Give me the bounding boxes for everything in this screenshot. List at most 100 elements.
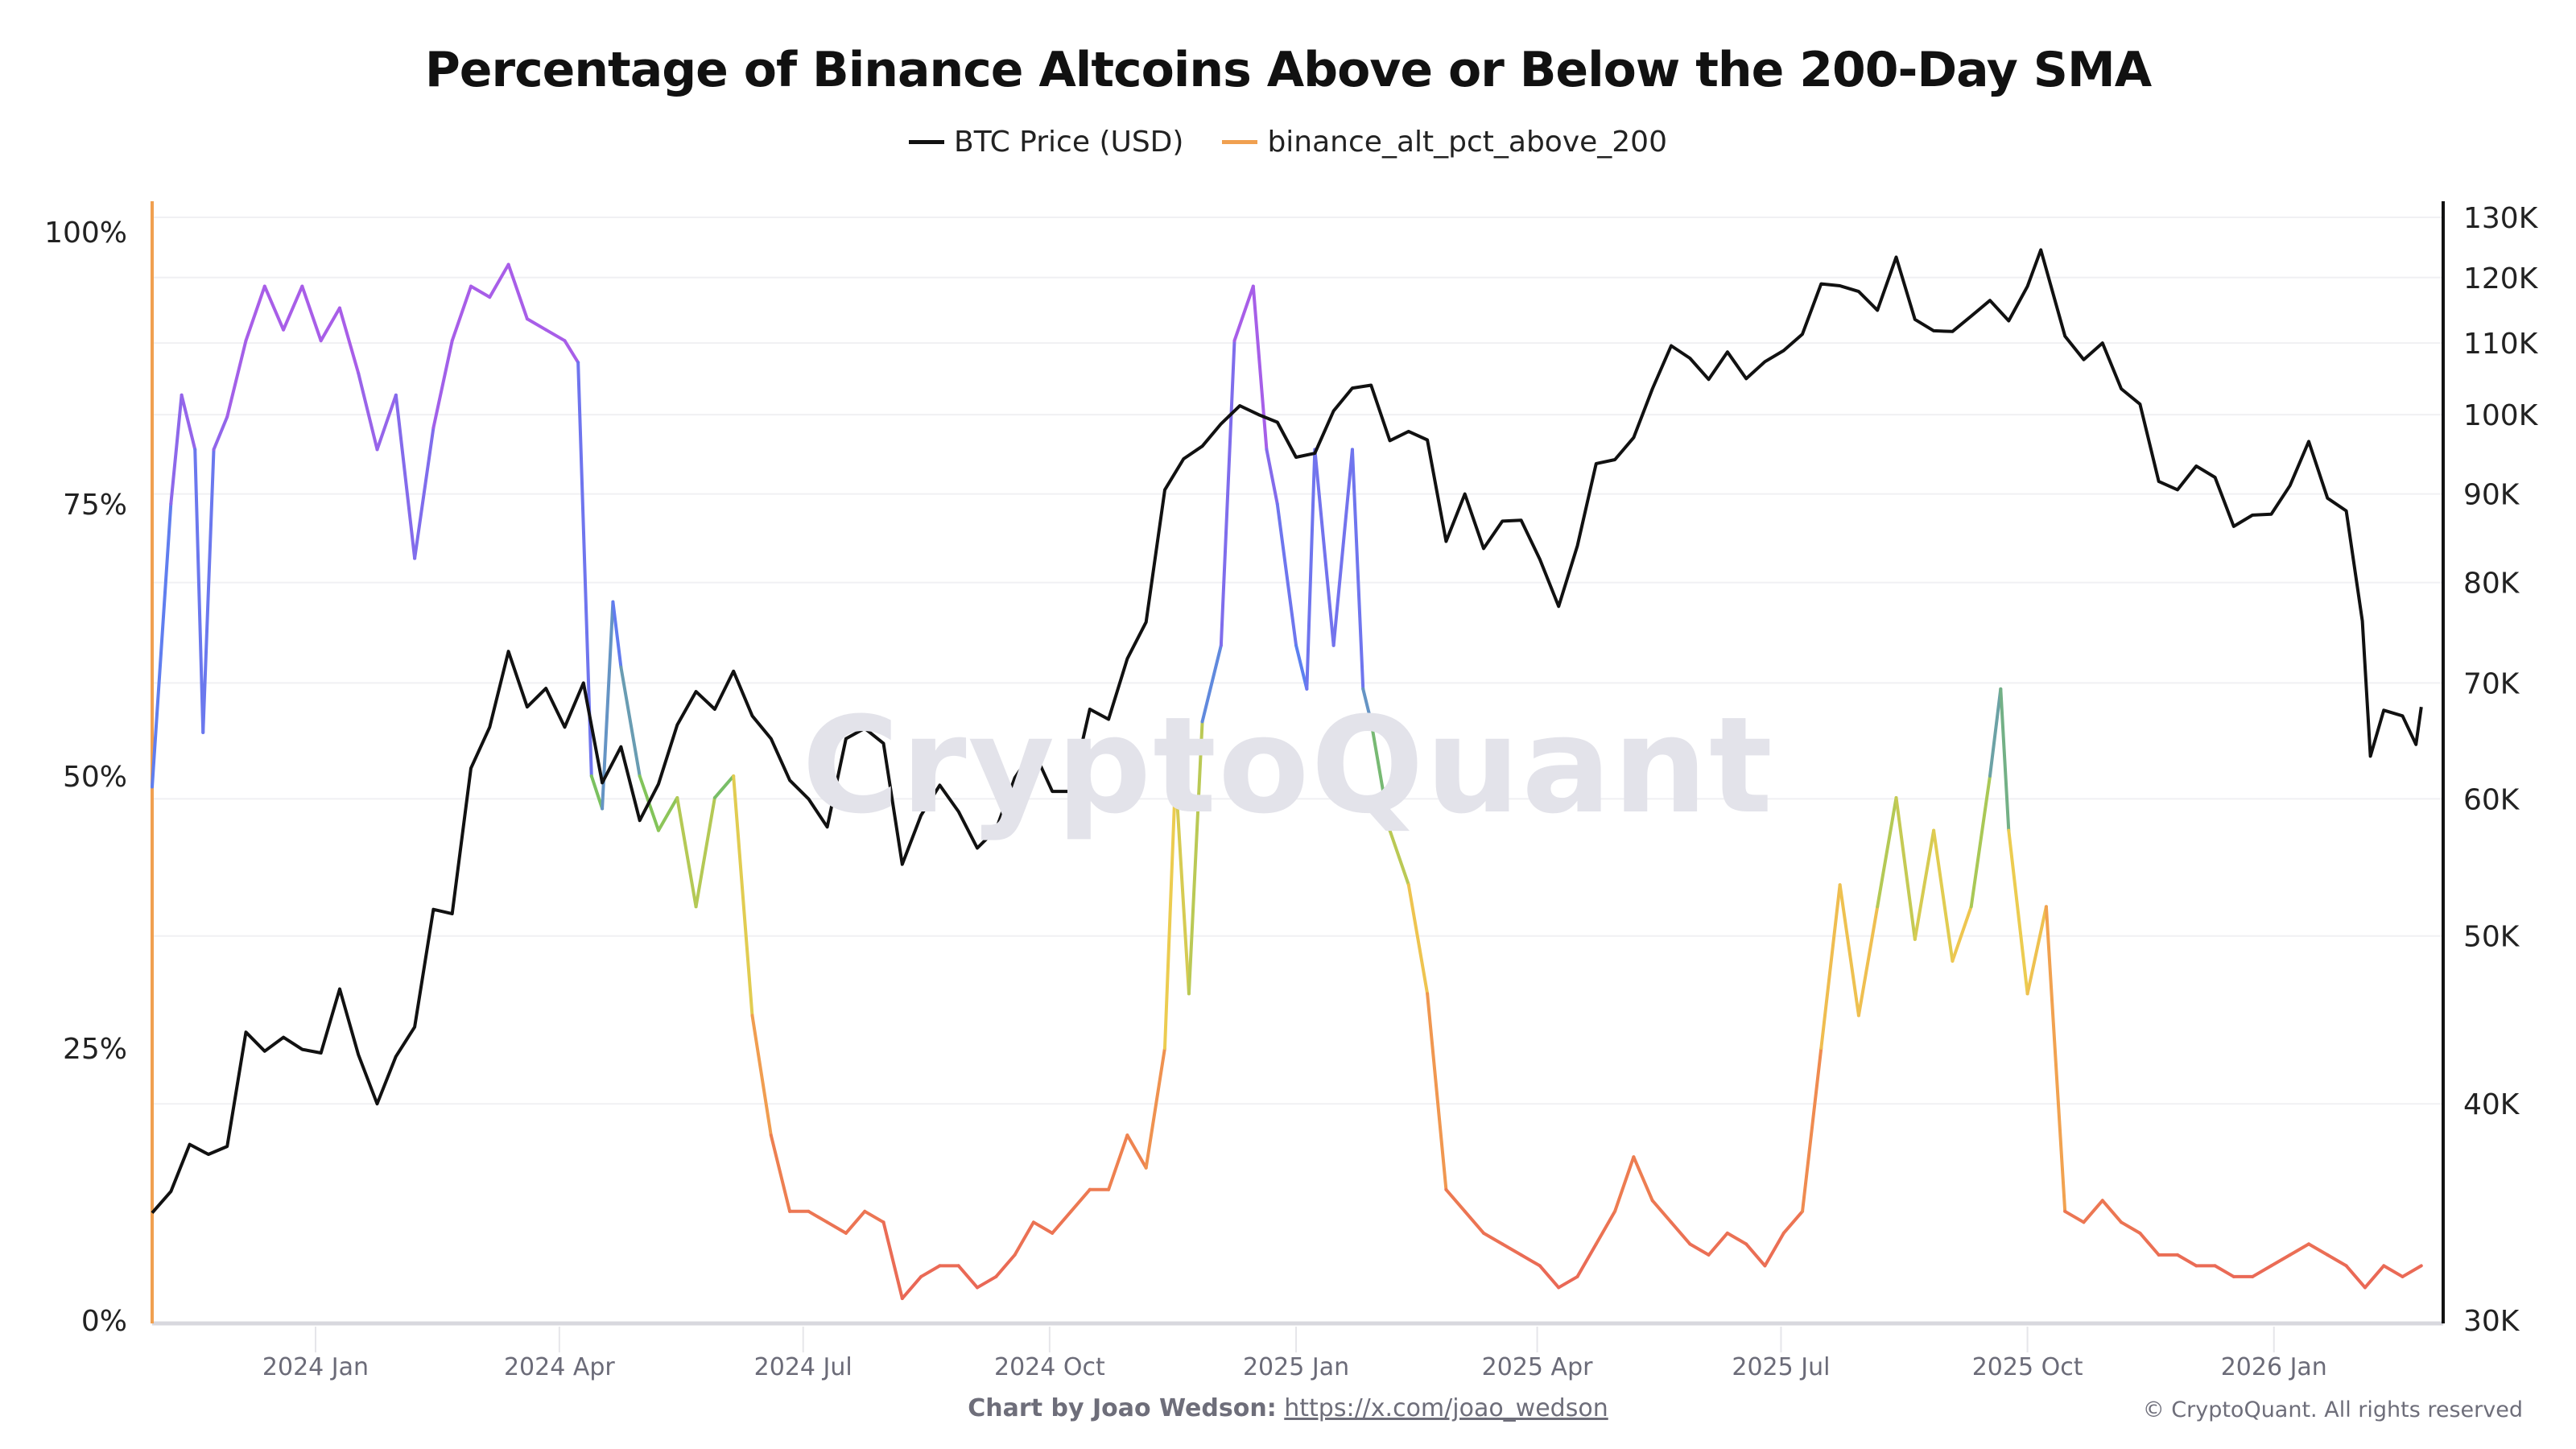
left-axis-tick-label: 0% [81,1305,127,1338]
alt-pct-segment [1988,687,2003,778]
x-axis-tick-label: 2025 Oct [1972,1353,2083,1381]
right-axis-tick-label: 70K [2463,667,2520,700]
legend-item-btc[interactable]: BTC Price (USD) [909,126,1183,159]
x-axis-tick-label: 2024 Jan [262,1353,369,1381]
alt-pct-segment [544,328,567,343]
alt-pct-segment [1632,1155,1654,1203]
alt-pct-segment [2269,1253,2292,1268]
legend: BTC Price (USD) binance_alt_pct_above_20… [0,126,2576,159]
alt-pct-segment [1999,687,2011,832]
alt-pct-segment [1781,1209,1805,1235]
alt-pct-segment [1388,828,1410,887]
legend-item-alt-pct[interactable]: binance_alt_pct_above_200 [1222,126,1667,159]
alt-pct-segment [712,774,736,800]
alt-pct-segment [169,393,184,506]
alt-pct-segment [1426,992,1448,1191]
alt-pct-segment [976,1274,998,1290]
right-axis-tick-label: 80K [2463,568,2520,601]
alt-pct-segment [488,262,510,299]
alt-pct-segment [1350,448,1365,691]
alt-pct-segment [1801,1046,1823,1213]
alt-pct-segment [413,426,436,560]
right-axis-tick-label: 130K [2463,202,2539,235]
alt-pct-segment [300,284,323,343]
right-axis-tick-label: 90K [2463,479,2520,512]
alt-pct-segment [469,284,492,299]
alt-pct-segment [244,284,266,343]
alt-pct-segment [1856,905,1880,1018]
alt-pct-segment [1125,1133,1148,1170]
alt-pct-segment [1969,774,1992,909]
alt-pct-segment [212,415,229,452]
alt-pct-segment [1013,1220,1035,1257]
alt-pct-segment [375,393,398,452]
alt-pct-series [150,262,2423,1300]
alt-pct-segment [1144,1046,1166,1170]
alt-pct-segment [2213,1264,2235,1278]
alt-pct-segment [1219,339,1236,647]
alt-pct-segment [2025,905,2048,996]
alt-pct-segment [1265,448,1279,506]
alt-pct-segment [611,600,623,669]
alt-pct-segment [601,600,615,811]
alt-pct-segment [881,1220,904,1300]
alt-pct-segment [2120,1220,2142,1235]
alt-pct-segment [956,1264,980,1290]
copyright-notice: © CryptoQuant. All rights reserved [2142,1397,2523,1422]
alt-pct-segment [2344,1264,2367,1290]
alt-pct-segment [2138,1231,2161,1257]
alt-pct-segment [1482,1231,1505,1246]
alt-pct-segment [2100,1199,2124,1224]
alt-pct-segment [319,306,341,343]
alt-pct-segment [900,1274,923,1300]
right-axis-tick-label: 110K [2463,328,2539,361]
left-axis-tick-label: 50% [63,761,127,794]
alt-pct-segment [262,284,286,332]
alt-pct-segment [1876,796,1898,909]
tick-labels: 30K 40K 50K 60K 70K 80K 90K 100K 110K 120K 130K 0% 2… [44,202,2539,1381]
right-axis-tick-label: 100K [2463,399,2539,432]
alt-pct-segment [2326,1253,2348,1268]
alt-pct-segment [1650,1199,1673,1224]
alt-pct-segment [1613,1155,1636,1213]
alt-pct-segment [150,502,173,789]
alt-pct-segment [750,1013,773,1137]
alt-pct-segment [1744,1242,1767,1268]
axes [151,201,2445,1352]
alt-pct-segment [2007,828,2029,996]
alt-pct-segment [1688,1242,1711,1257]
alt-pct-segment [357,371,379,452]
alt-pct-segment [619,665,642,778]
credit-label: Chart by Joao Wedson: [968,1394,1277,1422]
alt-pct-segment [1444,1187,1467,1213]
alt-pct-segment [2044,905,2067,1213]
alt-pct-segment [563,339,580,365]
alt-pct-segment [825,1220,848,1235]
alt-pct-segment [1305,448,1317,691]
alt-pct-segment [769,1133,792,1213]
alt-pct-segment [201,448,216,734]
alt-pct-segment [1669,1220,1692,1246]
alt-pct-segment [1838,883,1860,1018]
right-axis-tick-label: 30K [2463,1305,2520,1338]
alt-pct-segment [337,306,361,375]
alt-pct-segment [1294,643,1309,691]
alt-pct-segment [2363,1264,2386,1290]
credit-link[interactable]: https://x.com/joao_wedson [1284,1394,1608,1422]
legend-swatch-btc [909,140,945,144]
x-axis-tick-label: 2025 Apr [1482,1353,1593,1381]
alt-pct-segment [180,393,197,452]
right-axis-tick-label: 50K [2463,921,2520,954]
right-axis-tick-label: 40K [2463,1088,2520,1121]
alt-pct-segment [694,796,716,909]
x-axis-tick-label: 2024 Oct [994,1353,1105,1381]
alt-pct-segment [1331,448,1354,647]
alt-pct-segment [919,1264,942,1278]
x-axis-tick-label: 2025 Jan [1243,1353,1349,1381]
alt-pct-segment [1051,1209,1073,1235]
left-axis-tick-label: 25% [63,1033,127,1066]
x-axis-tick-label: 2025 Jul [1732,1353,1830,1381]
alt-pct-segment [994,1253,1017,1278]
alt-pct-segment [2082,1199,2104,1224]
